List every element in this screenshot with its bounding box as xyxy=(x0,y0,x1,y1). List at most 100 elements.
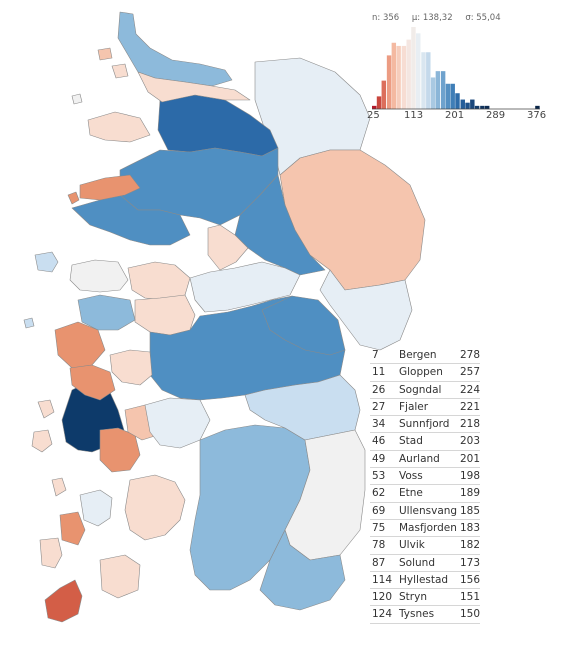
ranking-row: 53 Voss 198 xyxy=(370,468,480,486)
ranking-position: 49 xyxy=(372,452,386,465)
histogram-bar-18 xyxy=(455,93,460,109)
ranking-row: 7 Bergen 278 xyxy=(370,347,481,365)
ranking-row: 120 Stryn 151 xyxy=(370,589,481,607)
ranking-position: 124 xyxy=(372,608,393,621)
ranking-value: 201 xyxy=(460,452,481,465)
region-east-blue-wedge xyxy=(261,295,346,356)
ranking-value: 218 xyxy=(460,418,481,431)
ranking-row: 78 Ulvik 182 xyxy=(370,537,481,555)
region-islet-west-3 xyxy=(31,429,53,453)
histogram-bar-25 xyxy=(535,105,540,109)
region-peach-south-east xyxy=(99,554,141,599)
region-pale-blue-belt xyxy=(189,261,301,313)
ranking-municipality: Voss xyxy=(399,470,423,483)
ranking-position: 11 xyxy=(372,366,386,379)
histogram-bar-8 xyxy=(406,39,411,110)
ranking-municipality: Ullensvang xyxy=(399,504,458,517)
ranking-value: 257 xyxy=(460,366,481,379)
histogram-bar-16 xyxy=(445,83,451,109)
ranking-municipality: Bergen xyxy=(399,349,437,361)
ranking-row: 124 Tysnes 150 xyxy=(370,606,481,624)
histogram-bar-3 xyxy=(381,80,386,109)
ranking-position: 26 xyxy=(372,383,386,396)
ranking-row: 87 Solund 173 xyxy=(370,555,480,572)
histogram-bar-20 xyxy=(465,102,470,109)
stat-mean: µ: 138,32 xyxy=(411,13,453,23)
ranking-municipality: Fjaler xyxy=(399,400,429,413)
ranking-value: 156 xyxy=(460,573,481,586)
ranking-position: 75 xyxy=(372,521,386,534)
ranking-position: 120 xyxy=(372,591,393,604)
ranking-municipality: Gloppen xyxy=(399,366,443,379)
region-peach-south xyxy=(124,474,186,541)
ranking-municipality: Ulvik xyxy=(399,539,425,552)
ranking-row: 27 Fjaler 221 xyxy=(370,399,481,417)
region-islet-west-2 xyxy=(37,399,55,419)
ranking-value: 150 xyxy=(460,608,481,621)
ranking-position: 78 xyxy=(372,539,386,552)
histogram-bar-13 xyxy=(430,77,436,109)
ranking-municipality: Stryn xyxy=(399,591,427,604)
ranking-position: 114 xyxy=(372,573,393,586)
axis-tick-1: 25 xyxy=(367,110,380,121)
ranking-municipality: Masfjorden xyxy=(399,521,457,534)
ranking-municipality: Sunnfjord xyxy=(399,418,450,431)
histogram-bar-5 xyxy=(391,42,397,109)
ranking-municipality: Stad xyxy=(399,435,423,448)
histogram-bar-6 xyxy=(396,45,401,109)
ranking-position: 53 xyxy=(372,470,386,483)
ranking-municipality: Hyllestad xyxy=(399,573,449,586)
histogram-stats: n: 356 µ: 138,32 σ: 55,04 xyxy=(372,13,511,23)
region-light-blue-corner xyxy=(259,529,346,611)
ranking-row: 49 Aurland 201 xyxy=(370,451,481,469)
ranking-municipality: Etne xyxy=(399,487,423,500)
region-southeast-border xyxy=(319,269,413,351)
ranking-row: 69 Ullensvang 185 xyxy=(370,503,480,520)
histogram-bar-17 xyxy=(450,83,455,109)
region-islet-west-1 xyxy=(23,317,35,329)
ranking-position: 34 xyxy=(372,418,386,431)
axis-tick-4: 289 xyxy=(486,110,506,121)
ranking-value: 185 xyxy=(460,504,481,517)
ranking-row: 114 Hyllestad 156 xyxy=(370,572,481,590)
ranking-row: 75 Masfjorden 183 xyxy=(370,520,481,538)
region-salmon-west-2 xyxy=(69,364,116,401)
region-coast-salmon-north xyxy=(79,174,141,201)
histogram-bar-7 xyxy=(401,45,407,109)
ranking-value: 224 xyxy=(460,383,481,396)
histogram-bar-12 xyxy=(426,52,431,109)
histogram-bar-15 xyxy=(440,71,446,109)
region-blue-coastal-strip xyxy=(77,294,136,331)
ranking-row: 26 Sogndal 224 xyxy=(370,382,480,399)
axis-tick-3: 201 xyxy=(445,110,465,121)
ranking-municipality: Aurland xyxy=(399,452,440,465)
ranking-value: 182 xyxy=(460,539,481,552)
region-north-fjord-strip xyxy=(117,11,233,87)
ranking-municipality: Solund xyxy=(399,556,435,569)
histogram-bar-11 xyxy=(421,52,426,109)
region-peach-west xyxy=(109,349,153,386)
region-salmon-south-isl xyxy=(59,511,86,546)
histogram-bar-9 xyxy=(411,27,416,109)
region-peach-coast-pale xyxy=(39,537,63,569)
ranking-position: 27 xyxy=(372,400,386,413)
region-coast-peach-north xyxy=(87,111,151,143)
axis-tick-5: 376 xyxy=(527,110,547,121)
region-islet-blue-mid xyxy=(34,251,59,273)
histogram-bar-14 xyxy=(435,71,441,109)
ranking-value: 278 xyxy=(460,349,481,361)
ranking-row: 11 Gloppen 257 xyxy=(370,364,481,382)
region-salmon-west-1 xyxy=(54,321,106,369)
region-pale-blue-east xyxy=(244,374,361,441)
ranking-value: 221 xyxy=(460,400,481,413)
ranking-value: 183 xyxy=(460,521,481,534)
histogram-bar-1 xyxy=(372,105,377,109)
histogram-bar-24 xyxy=(484,105,490,109)
ranking-municipality: Tysnes xyxy=(399,608,435,621)
ranking-value: 151 xyxy=(460,591,481,604)
ranking-position: 62 xyxy=(372,487,386,500)
region-salmon-south-west xyxy=(99,427,141,473)
region-fjord-neutral xyxy=(69,259,129,293)
histogram-bar-21 xyxy=(470,99,475,109)
